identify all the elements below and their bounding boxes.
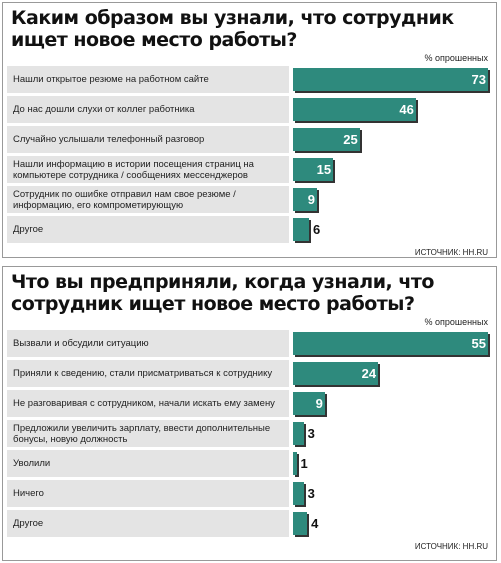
category-label: Сотрудник по ошибке отправил нам свое ре…	[7, 186, 289, 213]
category-label: Не разговаривая с сотрудником, начали ис…	[7, 390, 289, 417]
bar	[293, 218, 310, 241]
category-label: Другое	[7, 510, 289, 537]
unit-label: % опрошенных	[424, 317, 488, 327]
bar	[293, 332, 488, 355]
category-label: Нашли открытое резюме на работном сайте	[7, 66, 289, 93]
bar	[293, 512, 308, 535]
bar-row: Другое 6	[3, 216, 496, 245]
bar	[293, 98, 416, 121]
chart-panel: Что вы предприняли, когда узнали, что со…	[2, 266, 497, 561]
value-label: 9	[315, 396, 323, 411]
category-label: Уволили	[7, 450, 289, 477]
category-label: Случайно услышали телефонный разговор	[7, 126, 289, 153]
category-label: Другое	[7, 216, 289, 243]
bar-row: Случайно услышали телефонный разговор 25	[3, 126, 496, 155]
category-label: Ничего	[7, 480, 289, 507]
value-label: 4	[311, 516, 319, 531]
bar	[293, 482, 304, 505]
bar	[293, 68, 488, 91]
bar	[293, 452, 297, 475]
value-label: 55	[471, 336, 486, 351]
bar-row: Другое 4	[3, 510, 496, 539]
bar-row: До нас дошли слухи от коллег работника 46	[3, 96, 496, 125]
bar-row: Не разговаривая с сотрудником, начали ис…	[3, 390, 496, 419]
value-label: 24	[361, 366, 377, 381]
bar	[293, 188, 318, 211]
chart-title: Что вы предприняли, когда узнали, что со…	[11, 271, 434, 315]
chart-title: Каким образом вы узнали, что сотрудник и…	[11, 7, 454, 51]
bar	[293, 128, 360, 151]
bar-row: Сотрудник по ошибке отправил нам свое ре…	[3, 186, 496, 215]
value-label: 9	[307, 192, 316, 207]
source-label: ИСТОЧНИК: HH.RU	[414, 248, 488, 257]
bar	[293, 362, 379, 385]
bar-row: Нашли открытое резюме на работном сайте 7…	[3, 66, 496, 95]
value-label: 25	[343, 132, 358, 147]
chart-panel: Каким образом вы узнали, что сотрудник и…	[2, 2, 497, 258]
category-label: Вызвали и обсудили ситуацию	[7, 330, 289, 357]
bar-row: Предложили увеличить зарплату, ввести до…	[3, 420, 496, 449]
value-label: 15	[316, 162, 332, 177]
bar-row: Приняли к сведению, стали присматриватьс…	[3, 360, 496, 389]
source-label: ИСТОЧНИК: HH.RU	[414, 542, 488, 551]
bar	[293, 422, 304, 445]
category-label: До нас дошли слухи от коллег работника	[7, 96, 289, 123]
category-label: Нашли информацию в истории посещения стр…	[7, 156, 289, 183]
bar	[293, 392, 325, 415]
value-label: 6	[313, 222, 321, 237]
bar-row: Ничего 3	[3, 480, 496, 509]
unit-label: % опрошенных	[424, 53, 488, 63]
bar	[293, 158, 334, 181]
category-label: Приняли к сведению, стали присматриватьс…	[7, 360, 289, 387]
bar-row: Вызвали и обсудили ситуацию 55	[3, 330, 496, 359]
bar-row: Уволили 1	[3, 450, 496, 479]
value-label: 3	[307, 426, 315, 441]
value-label: 73	[471, 72, 486, 87]
bar-row: Нашли информацию в истории посещения стр…	[3, 156, 496, 185]
value-label: 1	[300, 456, 308, 471]
value-label: 46	[399, 102, 414, 117]
category-label: Предложили увеличить зарплату, ввести до…	[7, 420, 289, 447]
value-label: 3	[307, 486, 315, 501]
